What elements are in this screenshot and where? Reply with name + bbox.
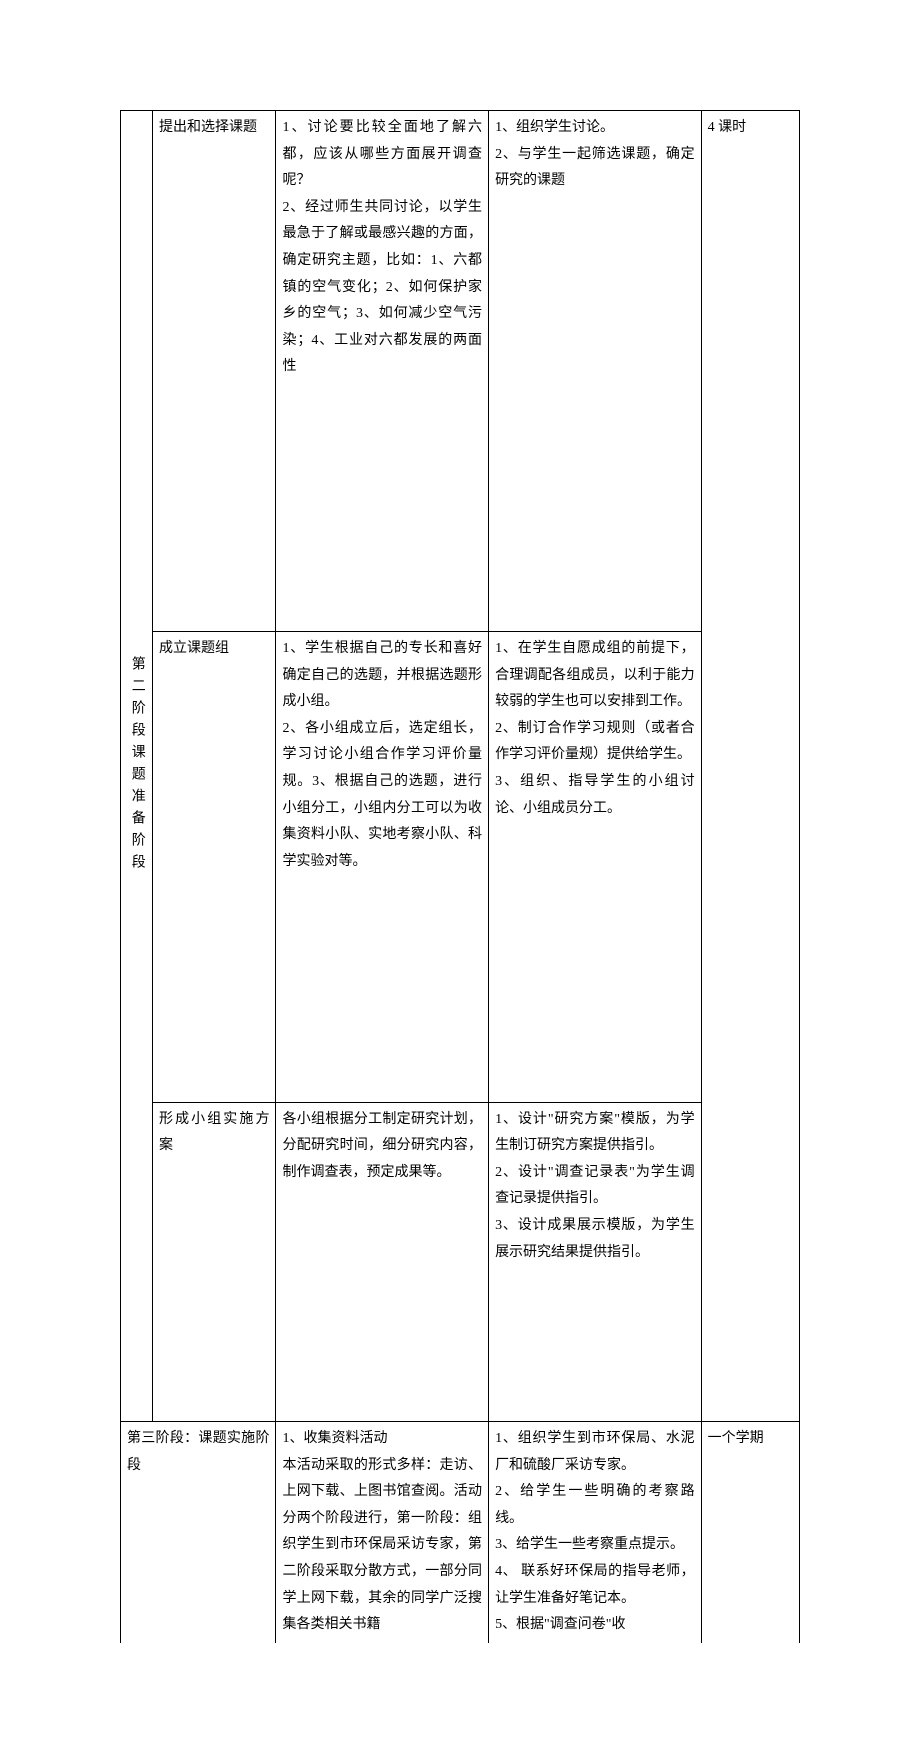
- phase3-student: 1、收集资料活动本活动采取的形式多样：走访、上网下载、上图书馆查阅。活动分两个阶…: [276, 1422, 489, 1643]
- phase2-label: 第二阶段课题准备阶段: [123, 115, 150, 1417]
- phase2-row1-student: 1、讨论要比较全面地了解六都，应该从哪些方面展开调查呢？2、经过师生共同讨论，以…: [276, 111, 489, 632]
- phase2-row2-student: 1、学生根据自己的专长和喜好确定自己的选题，并根据选题形成小组。2、各小组成立后…: [276, 631, 489, 1102]
- table-row: 形成小组实施方案 各小组根据分工制定研究计划，分配研究时间，细分研究内容，制作调…: [121, 1102, 800, 1421]
- phase2-label-cell: 第二阶段课题准备阶段: [121, 111, 153, 1422]
- phase2-row1-subphase: 提出和选择课题: [153, 111, 276, 632]
- phase2-row1-teacher: 1、组织学生讨论。2、与学生一起筛选课题，确定研究的课题: [489, 111, 702, 632]
- phase3-teacher: 1、组织学生到市环保局、水泥厂和硫酸厂采访专家。2、给学生一些明确的考察路线。3…: [489, 1422, 702, 1643]
- table-row: 成立课题组 1、学生根据自己的专长和喜好确定自己的选题，并根据选题形成小组。2、…: [121, 631, 800, 1102]
- curriculum-table: 第二阶段课题准备阶段 提出和选择课题 1、讨论要比较全面地了解六都，应该从哪些方…: [120, 110, 800, 1643]
- phase2-row2-subphase: 成立课题组: [153, 631, 276, 1102]
- phase3-label: 第三阶段：课题实施阶段: [121, 1422, 276, 1643]
- phase3-time: 一个学期: [701, 1422, 799, 1643]
- document-table-container: 第二阶段课题准备阶段 提出和选择课题 1、讨论要比较全面地了解六都，应该从哪些方…: [120, 110, 800, 1643]
- phase2-time: 4 课时: [701, 111, 799, 1422]
- table-row: 第三阶段：课题实施阶段 1、收集资料活动本活动采取的形式多样：走访、上网下载、上…: [121, 1422, 800, 1643]
- phase2-row3-subphase: 形成小组实施方案: [153, 1102, 276, 1421]
- phase2-row2-teacher: 1、在学生自愿成组的前提下，合理调配各组成员，以利于能力较弱的学生也可以安排到工…: [489, 631, 702, 1102]
- table-row: 第二阶段课题准备阶段 提出和选择课题 1、讨论要比较全面地了解六都，应该从哪些方…: [121, 111, 800, 632]
- phase2-row3-student: 各小组根据分工制定研究计划，分配研究时间，细分研究内容，制作调查表，预定成果等。: [276, 1102, 489, 1421]
- phase2-row3-teacher: 1、设计"研究方案"模版，为学生制订研究方案提供指引。2、设计"调查记录表"为学…: [489, 1102, 702, 1421]
